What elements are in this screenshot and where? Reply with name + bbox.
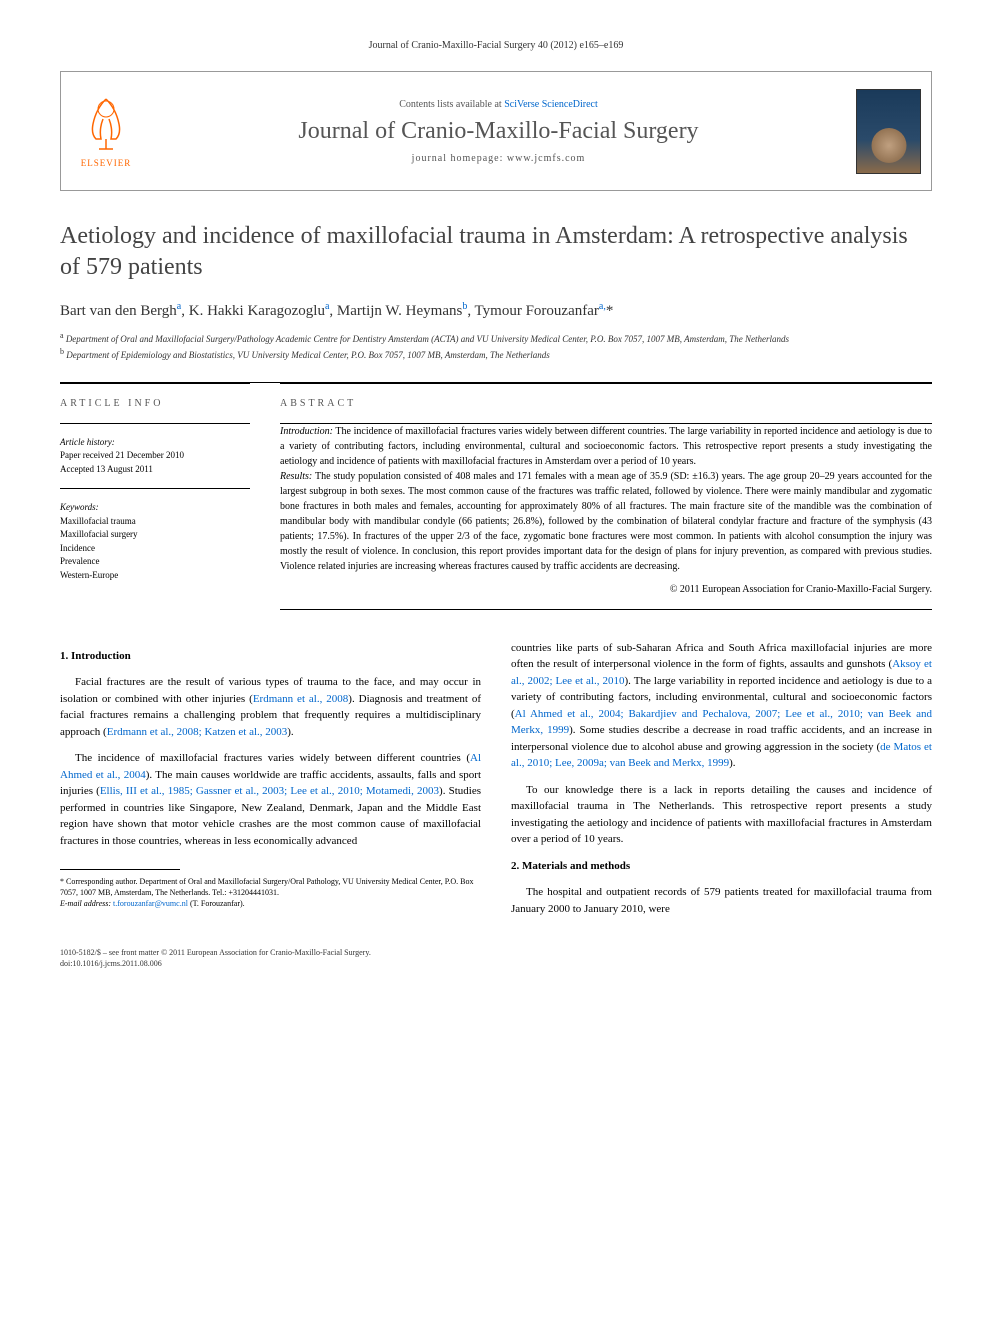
cover-image xyxy=(856,89,921,174)
intro-label: Introduction: xyxy=(280,426,333,437)
scidirect-link[interactable]: SciVerse ScienceDirect xyxy=(504,99,598,110)
elsevier-label: ELSEVIER xyxy=(81,158,132,168)
abstract-heading: ABSTRACT xyxy=(280,396,932,411)
journal-header-box: ELSEVIER Contents lists available at Sci… xyxy=(60,71,932,191)
keywords-label: Keywords: xyxy=(60,501,250,515)
cite-erdmann-2008[interactable]: Erdmann et al., 2008 xyxy=(253,693,348,705)
cite-ellis-gassner[interactable]: Ellis, III et al., 1985; Gassner et al.,… xyxy=(100,785,439,797)
article-info-heading: ARTICLE INFO xyxy=(60,396,250,411)
paragraph-5: The hospital and outpatient records of 5… xyxy=(511,884,932,917)
abstract-section: ABSTRACT Introduction: The incidence of … xyxy=(280,383,932,610)
paragraph-1: Facial fractures are the result of vario… xyxy=(60,674,481,740)
affiliations: a Department of Oral and Maxillofacial S… xyxy=(60,330,932,361)
corresponding-author-footnote: * Corresponding author. Department of Or… xyxy=(60,876,481,898)
page-footer: 1010-5182/$ – see front matter © 2011 Eu… xyxy=(60,947,932,969)
email-footnote: E-mail address: t.forouzanfar@vumc.nl (T… xyxy=(60,898,481,909)
elsevier-logo: ELSEVIER xyxy=(61,72,151,190)
section-1-heading: 1. Introduction xyxy=(60,648,481,665)
section-2-heading: 2. Materials and methods xyxy=(511,858,932,875)
email-link[interactable]: t.forouzanfar@vumc.nl xyxy=(111,899,188,908)
body-two-column: 1. Introduction Facial fractures are the… xyxy=(60,640,932,928)
abstract-text: Introduction: The incidence of maxillofa… xyxy=(280,424,932,574)
keyword-item: Western-Europe xyxy=(60,569,250,583)
footer-doi: doi:10.1016/j.jcms.2011.08.006 xyxy=(60,958,932,969)
journal-homepage: journal homepage: www.jcmfs.com xyxy=(412,153,586,164)
footer-line-1: 1010-5182/$ – see front matter © 2011 Eu… xyxy=(60,947,932,958)
keyword-item: Maxillofacial trauma xyxy=(60,515,250,529)
journal-title: Journal of Cranio-Maxillo-Facial Surgery xyxy=(298,118,698,145)
contents-prefix: Contents lists available at xyxy=(399,99,504,110)
author-list: Bart van den Bergha, K. Hakki Karagozogl… xyxy=(60,301,932,320)
cite-erdmann-katzen[interactable]: Erdmann et al., 2008; Katzen et al., 200… xyxy=(107,726,288,738)
keyword-item: Maxillofacial surgery xyxy=(60,528,250,542)
keyword-item: Prevalence xyxy=(60,555,250,569)
email-suffix: (T. Forouzanfar). xyxy=(188,899,245,908)
affiliation-a: a Department of Oral and Maxillofacial S… xyxy=(60,330,932,346)
header-citation: Journal of Cranio-Maxillo-Facial Surgery… xyxy=(60,40,932,51)
abstract-intro: The incidence of maxillofacial fractures… xyxy=(280,426,932,467)
affiliation-b: b Department of Epidemiology and Biostat… xyxy=(60,346,932,362)
history-label: Article history: xyxy=(60,436,250,450)
journal-cover-thumbnail xyxy=(846,72,931,190)
paragraph-4: To our knowledge there is a lack in repo… xyxy=(511,782,932,848)
keyword-item: Incidence xyxy=(60,542,250,556)
article-info-sidebar: ARTICLE INFO Article history: Paper rece… xyxy=(60,383,250,610)
right-column: countries like parts of sub-Saharan Afri… xyxy=(511,640,932,928)
abstract-results: The study population consisted of 408 ma… xyxy=(280,471,932,572)
footnote-separator xyxy=(60,869,180,870)
results-label: Results: xyxy=(280,471,312,482)
corr-label: * Corresponding author. xyxy=(60,877,138,886)
contents-available-text: Contents lists available at SciVerse Sci… xyxy=(399,99,598,110)
elsevier-tree-icon xyxy=(81,94,131,154)
copyright-line: © 2011 European Association for Cranio-M… xyxy=(280,582,932,597)
paragraph-3: countries like parts of sub-Saharan Afri… xyxy=(511,640,932,772)
article-title: Aetiology and incidence of maxillofacial… xyxy=(60,221,932,283)
accepted-date: Accepted 13 August 2011 xyxy=(60,463,250,477)
left-column: 1. Introduction Facial fractures are the… xyxy=(60,640,481,928)
keywords-list: Maxillofacial traumaMaxillofacial surger… xyxy=(60,515,250,583)
paragraph-2: The incidence of maxillofacial fractures… xyxy=(60,750,481,849)
email-label: E-mail address: xyxy=(60,899,111,908)
received-date: Paper received 21 December 2010 xyxy=(60,449,250,463)
journal-header-center: Contents lists available at SciVerse Sci… xyxy=(151,72,846,190)
